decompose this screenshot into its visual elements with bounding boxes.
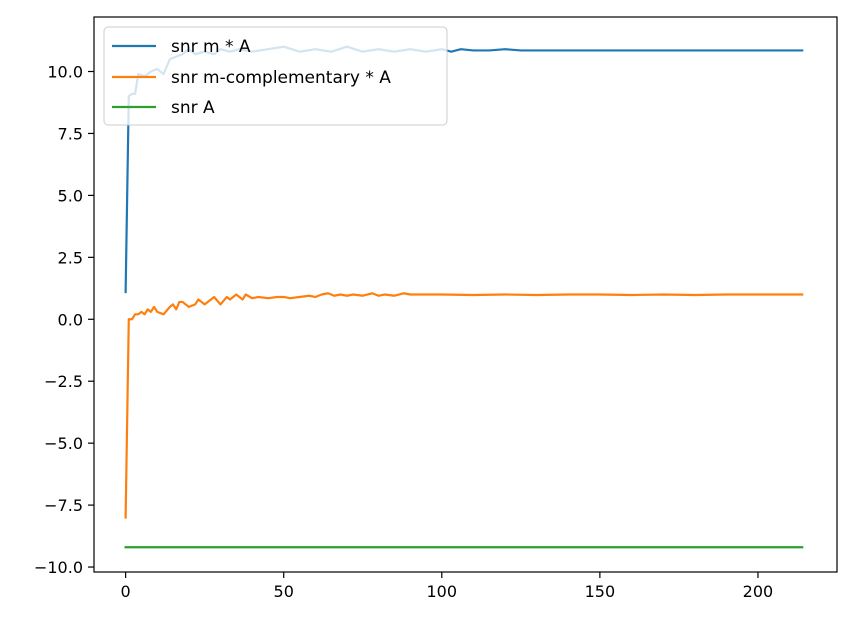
x-tick-label: 0 bbox=[121, 582, 131, 601]
y-tick-label: 7.5 bbox=[58, 124, 83, 143]
x-tick-label: 100 bbox=[427, 582, 458, 601]
y-tick-label: −2.5 bbox=[44, 372, 83, 391]
legend-box bbox=[103, 26, 448, 126]
y-tick-label: −5.0 bbox=[44, 434, 83, 453]
x-tick-label: 200 bbox=[743, 582, 774, 601]
x-tick-label: 50 bbox=[274, 582, 294, 601]
legend-label-snr-m-complementary-a: snr m-complementary * A bbox=[171, 68, 391, 88]
y-tick-label: −7.5 bbox=[44, 496, 83, 515]
y-tick-label: 10.0 bbox=[47, 63, 83, 82]
y-tick-label: −10.0 bbox=[34, 558, 83, 577]
y-tick-label: 5.0 bbox=[58, 186, 83, 205]
x-axis: 0 50 100 150 200 bbox=[121, 572, 774, 601]
series-line-snr-m-complementary-a bbox=[124, 292, 804, 519]
y-tick-label: 2.5 bbox=[58, 248, 83, 267]
legend-label-snr-a: snr A bbox=[171, 98, 215, 118]
x-tick-label: 150 bbox=[585, 582, 616, 601]
plot-frame bbox=[93, 16, 838, 573]
legend: snr m * A snr m-complementary * A snr A bbox=[103, 26, 448, 126]
legend-label-snr-m-a: snr m * A bbox=[171, 37, 251, 57]
y-tick-label: 0.0 bbox=[58, 310, 83, 329]
y-axis: −10.0 −7.5 −5.0 −2.5 0.0 2.5 5.0 7.5 10.0 bbox=[34, 63, 94, 577]
